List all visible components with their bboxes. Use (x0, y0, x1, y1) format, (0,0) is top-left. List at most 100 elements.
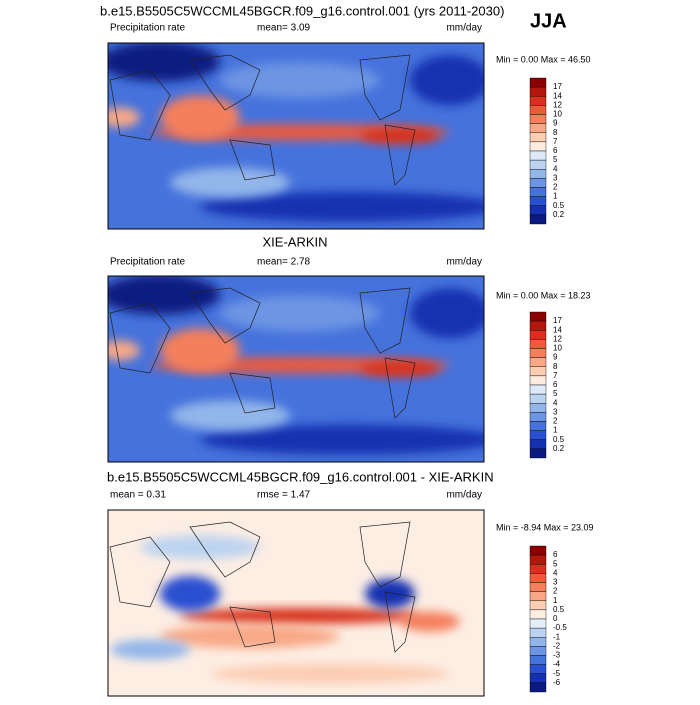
coastline (229, 139, 276, 181)
colorbar-box (529, 123, 547, 133)
colorbar-box (529, 448, 547, 459)
colorbar-label: 8 (553, 362, 558, 371)
colorbar-box (529, 86, 547, 97)
colorbar-box (529, 384, 547, 395)
colorbar-box (529, 564, 547, 574)
colorbar-label: 0.5 (553, 605, 565, 614)
precip-field (200, 424, 484, 455)
precip-field (108, 43, 220, 82)
colorbar-label: 0.5 (553, 435, 565, 444)
colorbar-label: 1 (553, 192, 558, 201)
precip-field (400, 611, 460, 632)
colorbar-box (529, 421, 547, 431)
colorbar-label: 9 (553, 353, 558, 362)
colorbar-box (529, 187, 547, 197)
colorbar-label: 5 (553, 155, 558, 164)
center-label: mean= 2.78 (257, 257, 311, 268)
colorbar-label: 3 (553, 578, 558, 587)
colorbar-box (529, 655, 547, 665)
colorbar-box (529, 439, 547, 450)
min-max-label: Min = -8.94 Max = 23.09 (496, 522, 594, 532)
colorbar-box (529, 196, 547, 206)
colorbar-label: 5 (553, 389, 558, 398)
precip-field (160, 624, 340, 649)
panel-title: b.e15.B5505C5WCCML45BGCR.f09_g16.control… (107, 469, 494, 484)
colorbar-label: 10 (553, 344, 562, 353)
precip-field (160, 95, 240, 140)
precip-field (110, 639, 190, 660)
precip-field (108, 340, 140, 361)
colorbar-label: 9 (553, 119, 558, 128)
coastline (384, 591, 416, 653)
colorbar-label: 14 (553, 91, 562, 100)
colorbar-box (529, 600, 547, 611)
left-label: mean = 0.31 (110, 490, 166, 501)
colorbar-label: -5 (553, 669, 561, 678)
colorbar-label: 17 (553, 82, 562, 91)
units-label: mm/day (446, 257, 482, 268)
precip-field (160, 575, 220, 612)
panel-title: b.e15.B5505C5WCCML45BGCR.f09_g16.control… (100, 3, 504, 18)
precip-field (140, 535, 260, 560)
colorbar-label: 0.2 (553, 210, 565, 219)
colorbar-label: 10 (553, 110, 562, 119)
colorbar-box (529, 609, 547, 620)
coastline (189, 287, 261, 344)
precip-field (180, 608, 420, 625)
colorbar-label: 3 (553, 407, 558, 416)
map-frame (107, 275, 485, 463)
colorbar-box (529, 682, 547, 693)
colorbar-label: 17 (553, 316, 562, 325)
colorbar-box (529, 141, 547, 152)
precip-field (220, 295, 380, 332)
map-frame (107, 42, 485, 230)
colorbar-box (529, 573, 547, 583)
colorbar-box (529, 664, 547, 674)
colorbar-box (529, 96, 547, 106)
precip-field (108, 107, 140, 128)
colorbar-box (529, 348, 547, 358)
precip-field (170, 167, 290, 198)
min-max-label: Min = 0.00 Max = 18.23 (496, 290, 591, 300)
colorbar-box (529, 159, 547, 170)
colorbar-label: 14 (553, 325, 562, 334)
center-label: mean= 3.09 (257, 23, 311, 34)
colorbar-label: 2 (553, 183, 558, 192)
min-max-label: Min = 0.00 Max = 46.50 (496, 54, 591, 64)
colorbar-box (529, 618, 547, 629)
colorbar-box (529, 311, 547, 322)
colorbar-box (529, 591, 547, 601)
left-label: Precipitation rate (110, 23, 185, 34)
colorbar-label: 1 (553, 596, 558, 605)
colorbar-box (529, 375, 547, 386)
coastline (359, 54, 411, 121)
coastline (189, 521, 261, 578)
coastline (109, 69, 171, 141)
colorbar-label: 8 (553, 128, 558, 137)
precip-field (210, 663, 450, 684)
colorbar-label: -6 (553, 678, 561, 687)
coastline (359, 521, 411, 588)
colorbar-box (529, 178, 547, 188)
colorbar-label: -4 (553, 660, 561, 669)
coastline (384, 357, 416, 419)
colorbar-box (529, 150, 547, 161)
colorbar-box (529, 545, 547, 556)
colorbar-label: 6 (553, 550, 558, 559)
colorbar-box (529, 582, 547, 592)
colorbar-label: 6 (553, 146, 558, 155)
colorbar-label: 3 (553, 173, 558, 182)
coastline (109, 536, 171, 608)
colorbar-box (529, 330, 547, 340)
colorbar-label: -1 (553, 632, 561, 641)
colorbar-label: 1 (553, 426, 558, 435)
colorbar-box (529, 637, 547, 647)
colorbar-label: 0 (553, 614, 558, 623)
units-label: mm/day (446, 23, 482, 34)
map (108, 43, 484, 229)
precip-field (360, 361, 440, 377)
colorbar-box (529, 114, 547, 124)
colorbar-box (529, 412, 547, 422)
colorbar-label: 2 (553, 587, 558, 596)
